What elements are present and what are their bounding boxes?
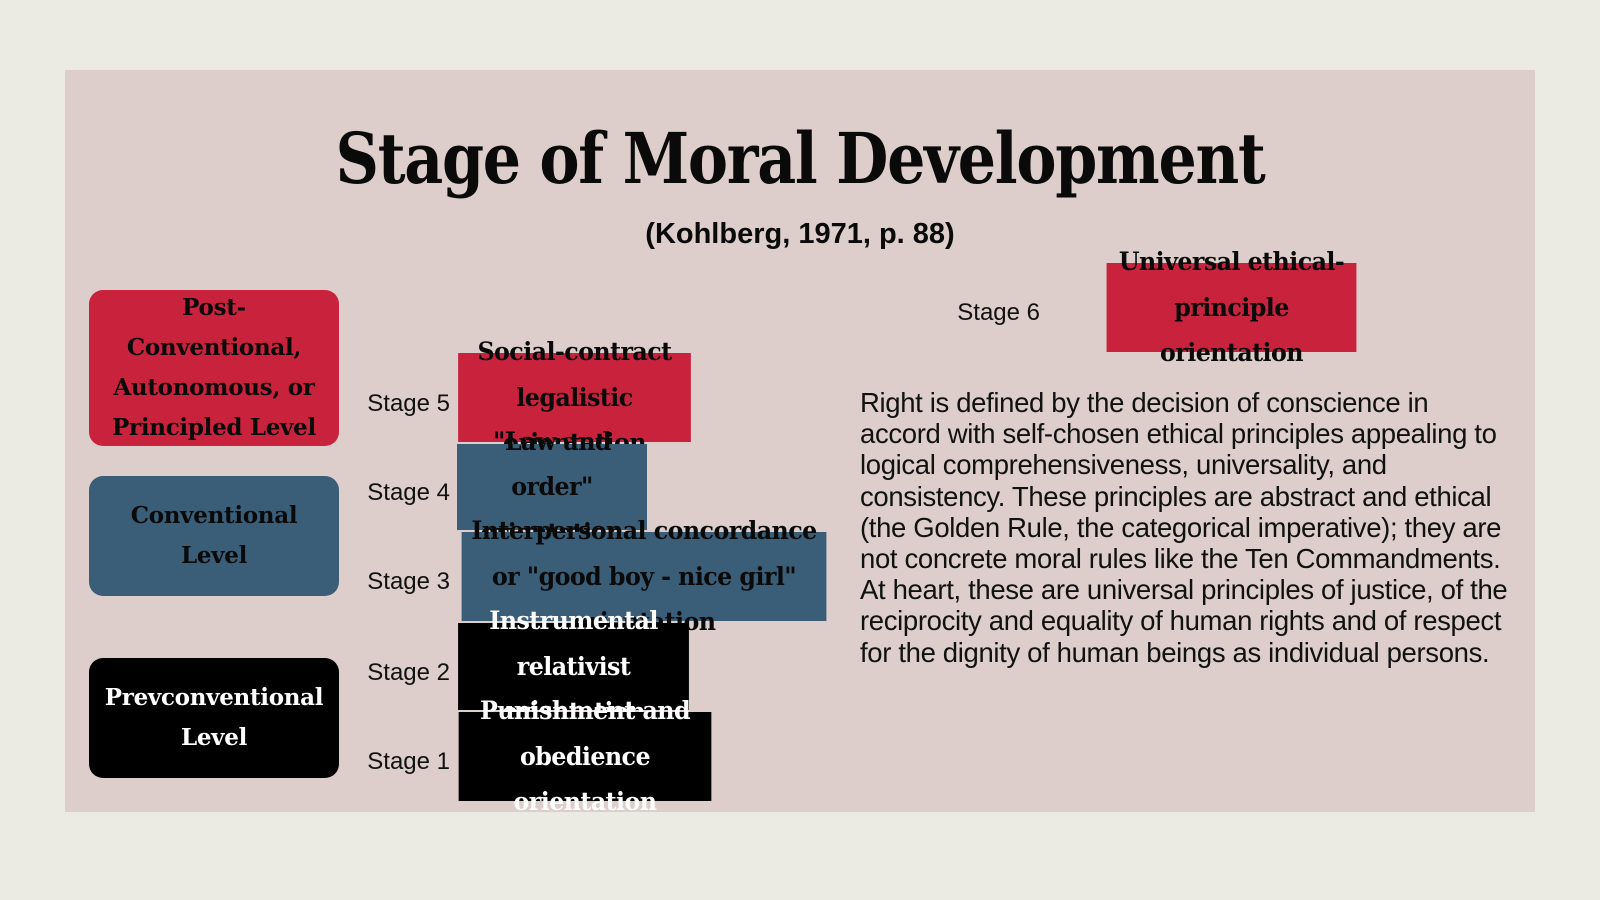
level-box-conventional: Conventional Level (89, 476, 339, 596)
stage-label-2: Stage 2 (367, 659, 450, 686)
stage-box-1: Punishment and obedience orientation (458, 696, 712, 816)
citation-subtitle: (Kohlberg, 1971, p. 88) (645, 218, 955, 250)
stage-box-6: Universal ethical-principle orientation (1106, 247, 1357, 367)
level-box-post-conventional: Post-Conventional, Autonomous, or Princi… (89, 290, 339, 446)
page-title: Stage of Moral Development (335, 117, 1266, 200)
stage-label-5: Stage 5 (367, 390, 450, 417)
level-box-preconventional: Prevconventional Level (89, 658, 339, 778)
stage-label-6: Stage 6 (957, 299, 1040, 326)
stage-label-1: Stage 1 (367, 748, 450, 775)
stage-label-4: Stage 4 (367, 479, 450, 506)
body-paragraph: Right is defined by the decision of cons… (860, 387, 1508, 668)
slide-canvas: Stage of Moral Development (Kohlberg, 19… (65, 70, 1535, 816)
stage-label-3: Stage 3 (367, 568, 450, 595)
